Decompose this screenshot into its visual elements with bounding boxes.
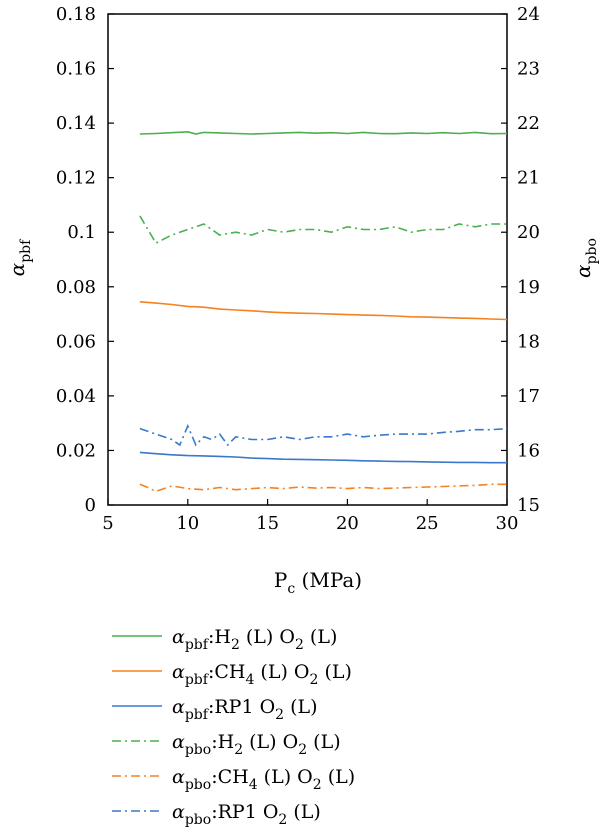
y-left-tick-label: 0.06	[56, 331, 96, 352]
y-left-axis-ticks: 0 0.02 0.04 0.06 0.08 0.1 0.12 0.14 0.16 0.18	[56, 4, 114, 516]
y-left-tick-label: 0.14	[56, 113, 96, 134]
plot-area	[107, 13, 508, 506]
y-right-tick-label: 21	[517, 168, 540, 189]
y-right-tick-label: 16	[517, 440, 540, 461]
series-line-4	[139, 483, 507, 493]
series-line-5	[139, 423, 508, 447]
legend-entry-1: αpbf:CH4 (L) O2 (L)	[172, 661, 352, 688]
y-left-tick-label: 0.16	[56, 59, 96, 80]
y-right-tick-label: 23	[517, 59, 540, 80]
y-left-tick-label: 0.12	[56, 168, 96, 189]
y-right-tick-label: 17	[517, 386, 540, 407]
legend-entry-2: αpbf:RP1 O2 (L)	[172, 696, 318, 723]
series-line-0	[139, 130, 508, 135]
legend: αpbf:H2 (L) O2 (L) αpbf:CH4 (L) O2 (L) αpb…	[112, 626, 355, 828]
y-left-tick-label: 0.02	[56, 440, 96, 461]
y-left-tick-label: 0.04	[56, 386, 96, 407]
y-right-tick-label: 18	[517, 331, 540, 352]
x-axis-ticks: 5 10 15 20 25 30	[102, 499, 518, 534]
y-right-tick-label: 15	[517, 495, 540, 516]
legend-entry-5: αpbo:RP1 O2 (L)	[172, 801, 321, 828]
y-right-tick-label: 24	[517, 4, 540, 25]
x-tick-label: 10	[176, 513, 199, 534]
y-left-axis-label: αpbf	[5, 238, 34, 276]
y-right-axis-ticks: 15 16 17 18 19 20 21 22 23 24	[501, 4, 540, 516]
x-tick-label: 20	[336, 513, 359, 534]
x-tick-label: 30	[496, 513, 519, 534]
x-tick-label: 25	[416, 513, 439, 534]
series-line-3	[139, 215, 507, 245]
series-group	[139, 130, 508, 493]
y-right-tick-label: 19	[517, 277, 540, 298]
series-line-2	[139, 451, 507, 464]
y-left-tick-label: 0.18	[56, 4, 96, 25]
x-tick-label: 5	[102, 513, 113, 534]
legend-entry-3: αpbo:H2 (L) O2 (L)	[172, 731, 341, 758]
y-right-axis-label: αpbo	[571, 238, 600, 278]
plot-frame	[107, 13, 508, 506]
x-tick-label: 15	[256, 513, 279, 534]
y-right-tick-label: 20	[517, 222, 540, 243]
x-axis-label: Pc (MPa)	[274, 568, 362, 597]
y-left-tick-label: 0	[85, 495, 96, 516]
legend-entry-0: αpbf:H2 (L) O2 (L)	[172, 626, 337, 653]
legend-entry-4: αpbo:CH4 (L) O2 (L)	[172, 766, 355, 793]
series-line-1	[139, 301, 508, 321]
y-left-tick-label: 0.1	[67, 222, 96, 243]
y-right-tick-label: 22	[517, 113, 540, 134]
y-left-tick-label: 0.08	[56, 277, 96, 298]
